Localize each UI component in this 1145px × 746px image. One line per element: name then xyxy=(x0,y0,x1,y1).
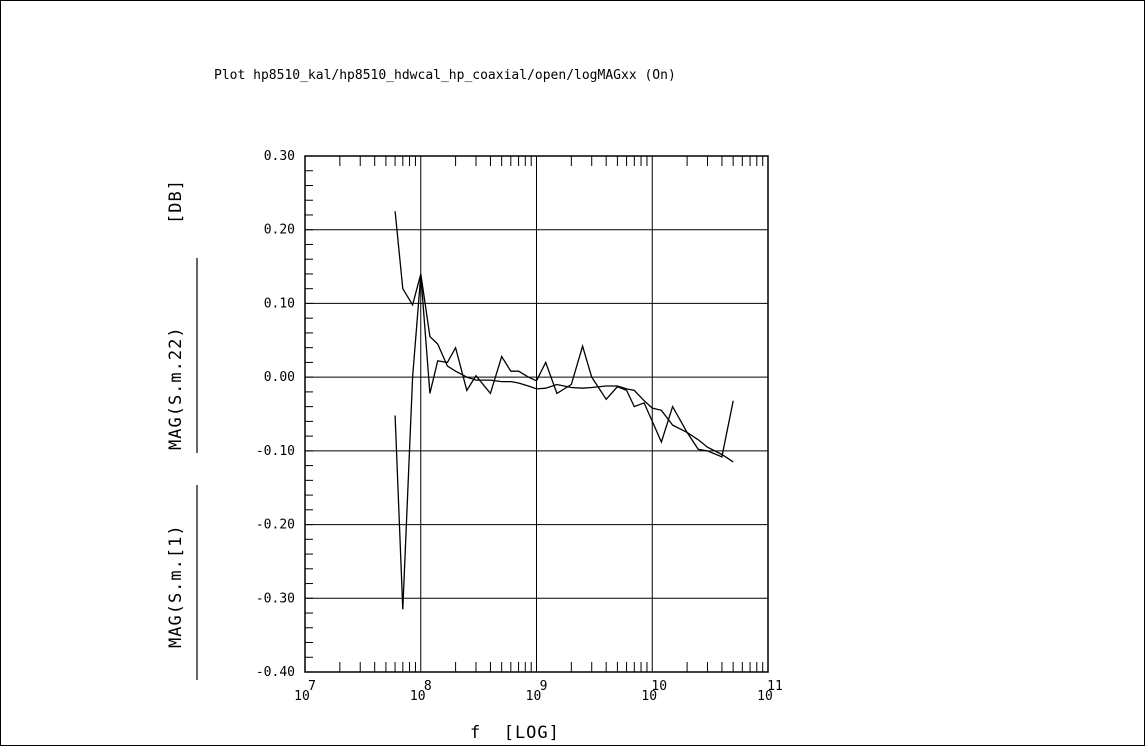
x-tick-label: 108 xyxy=(410,679,432,704)
y-tick-label: 0.30 xyxy=(264,149,295,164)
minor-ticks xyxy=(305,155,764,673)
y-tick-label: -0.40 xyxy=(256,665,295,680)
plot-area xyxy=(304,155,769,673)
x-tick-label-base: 10 xyxy=(757,689,773,704)
x-tick-label-exponent: 11 xyxy=(767,679,783,694)
x-tick-label: 107 xyxy=(294,679,316,704)
y-axis-unit-label: [DB] xyxy=(166,179,186,224)
y-axis-label-series-1: MAG(S.m.[1) xyxy=(166,524,186,648)
y-tick-label: -0.30 xyxy=(256,591,295,606)
series-layer xyxy=(394,211,734,610)
x-tick-label-exponent: 9 xyxy=(540,679,548,694)
y-tick-labels: 0.30 0.20 0.10 0.00 -0.10 -0.20 -0.30 -0.40 xyxy=(256,149,295,680)
x-axis-label: f [LOG] xyxy=(470,723,560,743)
grid-lines xyxy=(305,156,768,672)
x-tick-label-exponent: 10 xyxy=(651,679,667,694)
y-tick-label: 0.20 xyxy=(264,223,295,238)
y-tick-label: 0.10 xyxy=(264,296,295,311)
chart-title: Plot hp8510_kal/hp8510_hdwcal_hp_coaxial… xyxy=(214,68,676,83)
series-line-1 xyxy=(394,274,734,610)
x-tick-label-exponent: 8 xyxy=(424,679,432,694)
x-tick-label-base: 10 xyxy=(526,689,542,704)
y-tick-label: -0.20 xyxy=(256,518,295,533)
y-axis-label-series-2: MAG(S.m.22) xyxy=(166,326,186,450)
series-line-2 xyxy=(394,211,734,463)
x-tick-label-base: 10 xyxy=(410,689,426,704)
y-tick-label: 0.00 xyxy=(264,370,295,385)
x-tick-label-base: 10 xyxy=(294,689,310,704)
y-tick-label: -0.10 xyxy=(256,444,295,459)
x-tick-label-base: 10 xyxy=(641,689,657,704)
x-tick-label: 109 xyxy=(526,679,548,704)
x-tick-label-exponent: 7 xyxy=(308,679,316,694)
